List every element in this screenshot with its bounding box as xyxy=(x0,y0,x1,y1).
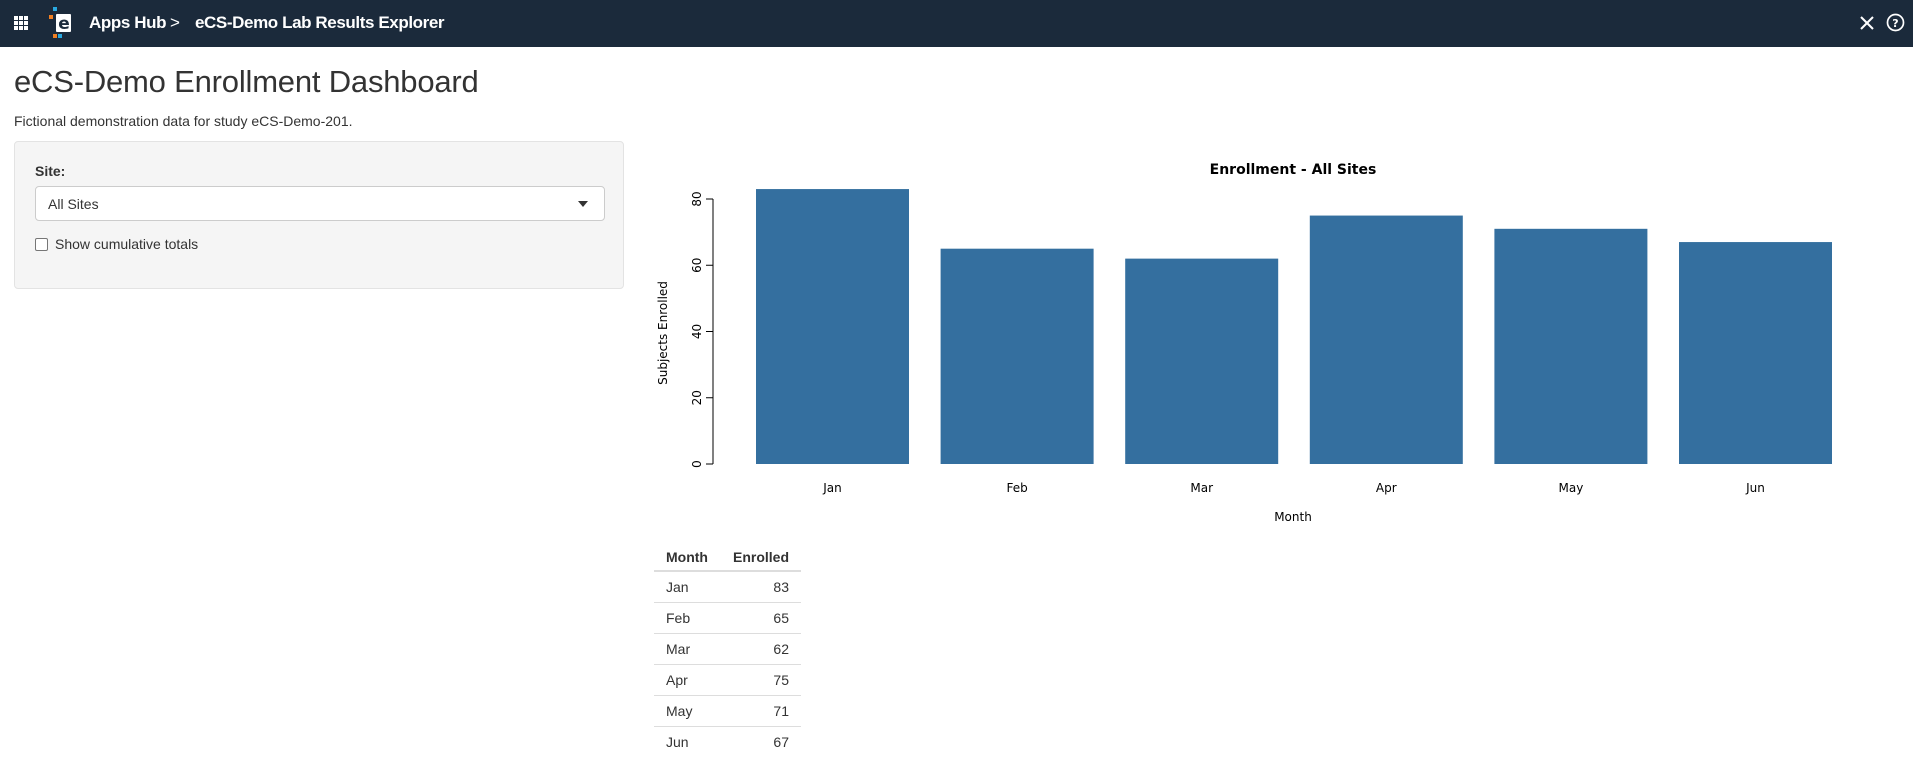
chart-y-tick-label: 60 xyxy=(690,258,704,273)
close-icon[interactable] xyxy=(1858,14,1876,32)
table-cell-enrolled: 67 xyxy=(773,733,789,750)
cumulative-toggle[interactable]: Show cumulative totals xyxy=(35,236,198,252)
table-header-row: Month Enrolled xyxy=(654,544,801,572)
site-label: Site: xyxy=(35,163,66,179)
breadcrumb-separator: > xyxy=(170,13,180,32)
site-select-value: All Sites xyxy=(48,196,99,212)
chart-y-tick-label: 20 xyxy=(690,390,704,405)
chart-x-tick-label: May xyxy=(1558,481,1583,495)
table-cell-month: Mar xyxy=(654,633,721,665)
chart-title: Enrollment - All Sites xyxy=(1210,162,1377,178)
app-logo[interactable]: e xyxy=(47,7,73,39)
page-title: eCS-Demo Enrollment Dashboard xyxy=(14,64,479,99)
chart-x-axis-label: Month xyxy=(1274,510,1312,524)
table-cell-enrolled: 65 xyxy=(720,602,801,634)
table-row: Jan 83 xyxy=(654,571,801,603)
table-cell-month: Apr xyxy=(654,664,721,696)
table-header-enrolled: Enrolled xyxy=(720,544,801,572)
breadcrumb-apps-hub[interactable]: Apps Hub xyxy=(89,13,167,32)
table-cell-enrolled: 71 xyxy=(720,695,801,727)
svg-text:e: e xyxy=(58,14,70,34)
table-header-month: Month xyxy=(654,544,721,572)
chart-x-tick-label: Jun xyxy=(1745,481,1765,495)
apps-grid-icon[interactable] xyxy=(14,16,28,30)
chevron-down-icon xyxy=(578,201,588,207)
chart-bar-feb xyxy=(940,248,1094,464)
chart-x-tick-label: Mar xyxy=(1190,481,1213,495)
chart-x-tick-label: Apr xyxy=(1376,481,1397,495)
enrollment-chart: Enrollment - All Sites Subjects Enrolled… xyxy=(650,150,1913,536)
table-cell-enrolled: 62 xyxy=(720,633,801,665)
table-row: May 71 xyxy=(654,695,801,727)
table-cell-month: Jan xyxy=(654,571,721,603)
table-cell-enrolled: 83 xyxy=(720,571,801,603)
chart-y-axis-label: Subjects Enrolled xyxy=(656,281,670,385)
chart-x-tick-label: Feb xyxy=(1006,481,1027,495)
help-icon[interactable]: ? xyxy=(1886,13,1905,32)
chart-y-tick-label: 40 xyxy=(690,324,704,339)
table-row: Jun 67 xyxy=(654,726,801,757)
filter-panel: Site: All Sites Show cumulative totals xyxy=(14,141,624,289)
chart-x-tick-label: Jan xyxy=(822,481,842,495)
table-cell-enrolled: 75 xyxy=(720,664,801,696)
table-row: Mar 62 xyxy=(654,633,801,665)
cumulative-label: Show cumulative totals xyxy=(55,236,199,252)
table-row: Feb 65 xyxy=(654,602,801,634)
table-cell-month: Feb xyxy=(654,602,721,634)
enrollment-bar-chart: Enrollment - All Sites Subjects Enrolled… xyxy=(656,162,1832,524)
chart-y-tick-label: 80 xyxy=(690,191,704,206)
chart-bar-apr xyxy=(1309,215,1463,464)
page-subtitle: Fictional demonstration data for study e… xyxy=(14,113,353,129)
chart-y-tick-label: 0 xyxy=(690,460,704,468)
table-cell-month: Jun xyxy=(666,733,689,750)
top-bar: e Apps Hub > eCS-Demo Lab Results Explor… xyxy=(0,0,1913,47)
chart-bar-mar xyxy=(1125,258,1279,464)
enrollment-table: Month Enrolled Jan 83 Feb 65 Mar 62 Apr … xyxy=(654,544,801,757)
cumulative-checkbox[interactable] xyxy=(35,237,48,251)
table-row: Apr 75 xyxy=(654,664,801,696)
breadcrumb-current-app: eCS-Demo Lab Results Explorer xyxy=(195,13,445,32)
chart-bar-jan xyxy=(756,189,909,464)
chart-bar-may xyxy=(1494,228,1648,464)
chart-bar-jun xyxy=(1679,242,1832,464)
svg-text:?: ? xyxy=(1892,17,1898,30)
table-cell-month: May xyxy=(654,695,721,727)
site-select[interactable]: All Sites xyxy=(35,186,605,221)
